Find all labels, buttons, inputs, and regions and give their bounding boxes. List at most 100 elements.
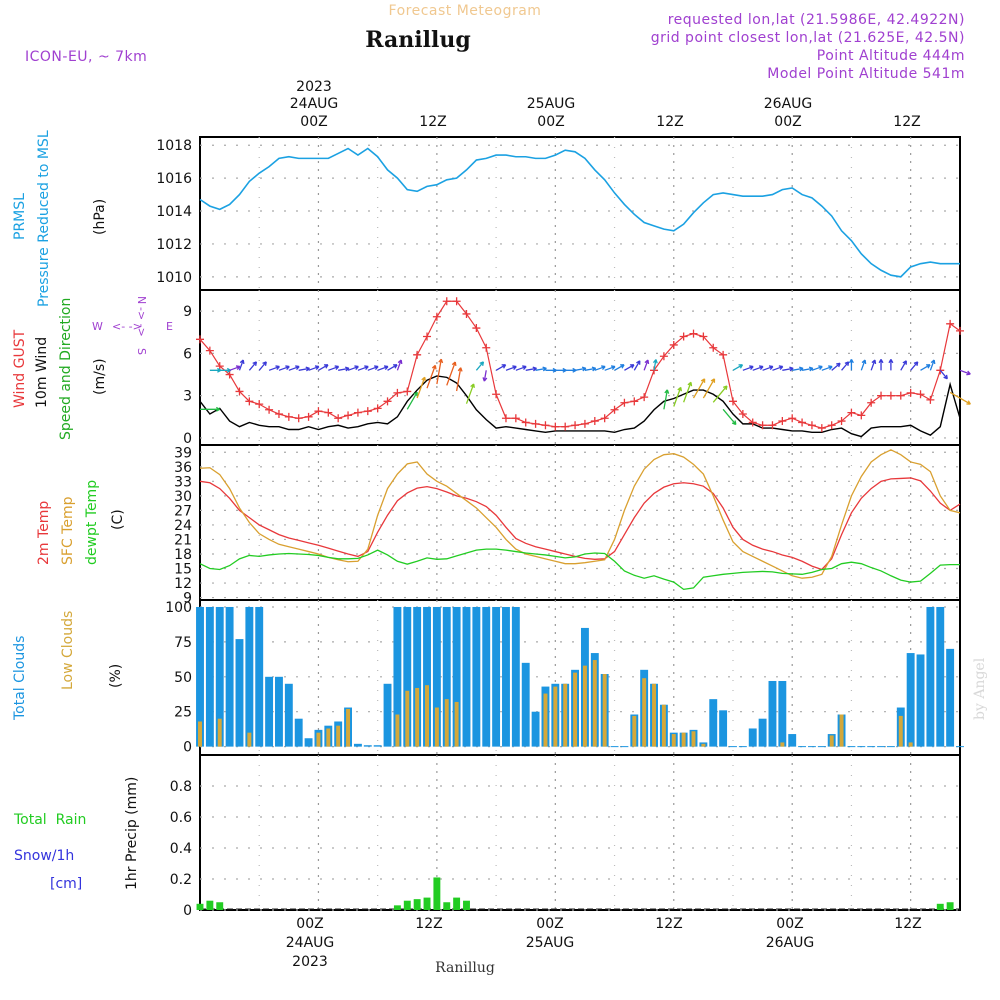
temp-ytick-label: 24 [174,518,192,534]
low-cloud-bar [671,734,676,747]
wind-direction-arrow [338,366,350,372]
wind-direction-arrow [446,361,457,386]
wind-direction-arrow [742,365,754,371]
wind-direction-arrow [663,389,670,410]
wind-direction-arrow [248,361,258,371]
gust-marker [748,418,757,427]
wind-direction-arrow [860,359,867,371]
wind-direction-arrow [692,378,706,399]
gust-label: Wind GUST [12,329,28,408]
gust-marker [837,417,846,426]
rain-bar [423,897,431,910]
gust-marker [689,329,698,338]
wind-direction-arrow [525,366,537,372]
wind-direction-arrow [377,365,389,371]
gust-marker [580,419,589,428]
wind-direction-arrow [535,366,547,372]
wind-direction-arrow [574,366,587,372]
total-cloud-bar [284,683,293,747]
wind-unit: (m/s) [92,358,108,395]
total-cloud-bar [265,676,274,747]
gust-marker [482,343,491,352]
gust-marker [807,421,816,430]
top-time-label-3: 12Z [656,114,683,130]
gust-marker [926,395,935,404]
grid-point-coords: grid point closest lon,lat (21.625E, 42.… [651,30,965,46]
low-cloud-bar [336,725,341,747]
top-time-label-4: 00Z [774,114,801,130]
gust-marker [541,421,550,430]
total-cloud-bar [482,606,491,747]
wind-direction-arrow [495,364,507,371]
gust-marker [205,346,214,355]
total-cloud-bar [502,606,510,747]
wind-direction-arrow [436,358,444,385]
low-cloud-bar [198,721,202,747]
wind-direction-arrow [959,369,971,376]
low-cloud-bar [326,728,331,747]
gust-marker [501,414,510,423]
gust-marker [324,408,333,417]
wind-direction-arrow [888,359,894,371]
total-cloud-bar [452,606,461,747]
wind-direction-arrow [878,359,884,371]
top-date-label-2: 25AUG [527,96,576,112]
wind-direction-arrow [465,383,475,404]
gust-marker [956,326,964,335]
gust-marker [857,411,866,420]
total-cloud-bar [442,606,451,747]
top-time-label-2: 00Z [537,114,564,130]
temp-ytick-label: 9 [183,591,192,607]
model-label: ICON-EU, ~ 7km [25,49,147,65]
low-cloud-bar [405,690,410,747]
wind-ytick-label: 0 [183,431,192,447]
total-cloud-bar [906,653,915,747]
wind-direction-arrow [406,391,418,410]
bottom-time-label-5: 12Z [894,916,921,932]
wind-direction-arrow [801,366,814,372]
wind-direction-arrow [929,359,936,371]
total-cloud-bar [383,683,392,747]
wind-direction-arrow [920,364,931,371]
gust-marker [492,390,501,399]
wind-direction-arrow [298,366,310,372]
gust-marker [353,408,362,417]
low-cloud-bar [247,732,252,747]
total-cloud-bar [916,654,925,747]
wind-direction-arrow [455,367,463,392]
wind-direction-arrow [515,365,527,371]
top-year-label: 2023 [296,79,332,95]
precip-axis-label: 1hr Precip (mm) [124,777,140,890]
gust-marker [225,370,234,379]
wind-direction-arrow [238,359,245,371]
rain-bar [196,903,204,910]
precip-ytick-label: 0.4 [170,841,192,857]
wind-direction-arrow [288,365,300,371]
gust-marker [590,417,599,426]
dewpt-label: dewpt Temp [84,480,100,565]
gust-marker [432,312,441,321]
gust-marker [521,418,530,427]
gust-marker [699,332,708,341]
wind-direction-arrow [229,365,241,371]
bottom-date-label-2: 25AUG [526,935,575,951]
wind-direction-arrow [949,391,971,405]
rain-bar [453,897,461,910]
gust-marker [867,398,876,407]
wind-ytick-label: 3 [183,389,192,405]
bottom-time-label-0: 00Z [296,916,323,932]
temp-ytick-label: 18 [174,547,192,563]
wind-direction-arrow [584,366,597,372]
low-cloud-bar [592,660,597,747]
wind-direction-arrow [505,365,517,371]
gust-marker [314,407,323,416]
clouds-ytick-label: 25 [174,705,192,721]
low-cloud-bar [346,708,351,747]
gust-marker [778,417,787,426]
gust-marker [265,405,274,414]
low-cloud-bar [454,701,459,747]
gust-marker [383,397,392,406]
gust-marker [906,388,915,397]
low-cloud-bar [395,714,400,747]
credit-label: by Angel [972,657,988,720]
